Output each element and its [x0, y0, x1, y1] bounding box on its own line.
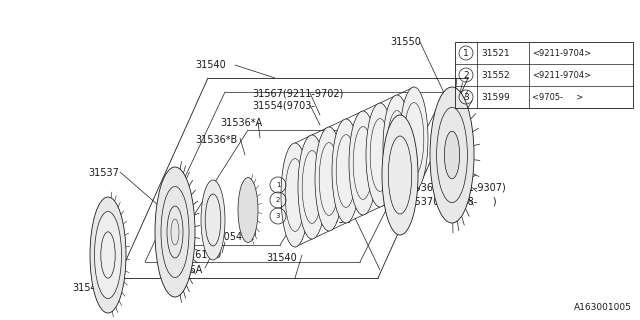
Text: 2: 2 — [463, 70, 469, 79]
Bar — [455, 42, 633, 108]
Ellipse shape — [366, 103, 394, 207]
Ellipse shape — [383, 95, 411, 199]
Ellipse shape — [436, 108, 467, 203]
Ellipse shape — [201, 180, 225, 260]
Ellipse shape — [315, 127, 343, 231]
Ellipse shape — [382, 115, 418, 235]
Text: 3: 3 — [276, 213, 280, 219]
Ellipse shape — [95, 212, 122, 299]
Ellipse shape — [444, 131, 460, 179]
Ellipse shape — [298, 135, 326, 239]
Text: G53701(9308-     ): G53701(9308- ) — [407, 196, 497, 206]
Ellipse shape — [90, 197, 126, 313]
Text: <9211-9704>: <9211-9704> — [532, 70, 591, 79]
Text: 1: 1 — [276, 182, 280, 188]
Text: <9705-     >: <9705- > — [532, 92, 583, 101]
Text: A163001005: A163001005 — [574, 303, 632, 312]
Text: F05401: F05401 — [218, 232, 254, 242]
Ellipse shape — [332, 119, 360, 223]
Text: 2: 2 — [276, 197, 280, 203]
Text: 31521: 31521 — [481, 49, 509, 58]
Text: G53602(9211-9307): G53602(9211-9307) — [407, 183, 506, 193]
Text: <9211-9704>: <9211-9704> — [532, 49, 591, 58]
Ellipse shape — [155, 167, 195, 297]
Ellipse shape — [238, 178, 258, 243]
Text: F10012: F10012 — [358, 183, 394, 193]
Text: 31536*B: 31536*B — [195, 135, 237, 145]
Text: 31616D: 31616D — [183, 250, 221, 260]
Text: 31567(9211-9702): 31567(9211-9702) — [252, 88, 344, 98]
Text: 31537: 31537 — [88, 168, 119, 178]
Text: 31616A: 31616A — [165, 265, 202, 275]
Ellipse shape — [430, 87, 474, 223]
Text: 31540: 31540 — [266, 253, 297, 263]
Text: 31532: 31532 — [320, 215, 351, 225]
Text: 31536*A: 31536*A — [220, 118, 262, 128]
Ellipse shape — [400, 87, 428, 191]
Text: 31552: 31552 — [481, 70, 509, 79]
Ellipse shape — [281, 143, 309, 247]
Text: 31541: 31541 — [72, 283, 103, 293]
Text: 31550: 31550 — [390, 37, 421, 47]
Ellipse shape — [349, 111, 377, 215]
Text: 31599: 31599 — [481, 92, 509, 101]
Text: 1: 1 — [463, 49, 469, 58]
Ellipse shape — [161, 187, 189, 277]
Text: 31554(9703-: 31554(9703- — [252, 101, 315, 111]
Text: 31540: 31540 — [195, 60, 226, 70]
Text: 3: 3 — [463, 92, 469, 101]
